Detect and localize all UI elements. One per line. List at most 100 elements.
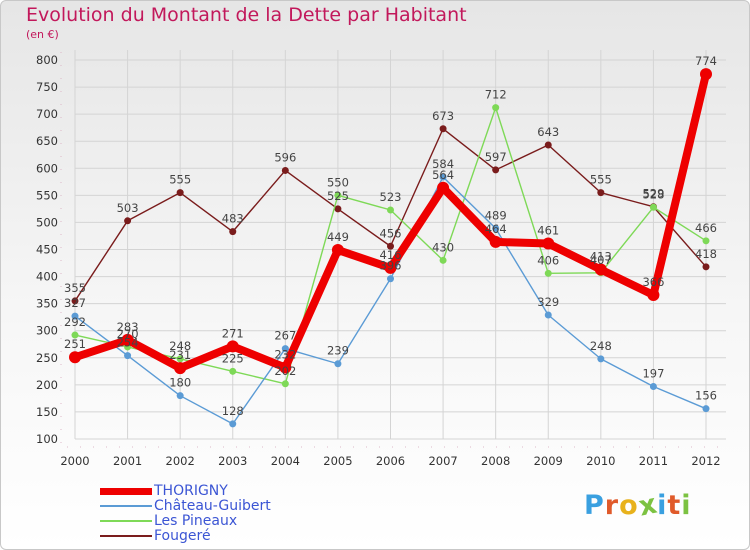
data-label: 503 xyxy=(117,201,139,215)
logo-letter: P xyxy=(584,490,605,521)
data-label: 407 xyxy=(590,253,612,267)
data-label: 596 xyxy=(274,150,296,164)
data-point xyxy=(69,351,81,364)
logo-letter: o xyxy=(619,490,639,521)
data-label: 430 xyxy=(432,240,454,254)
data-point xyxy=(702,237,710,245)
grid xyxy=(74,50,726,440)
data-label: 254 xyxy=(117,336,139,350)
data-point xyxy=(439,173,447,181)
x-tick-label: 2008 xyxy=(481,454,510,468)
data-point xyxy=(281,166,289,174)
legend-label: Château-Guibert xyxy=(154,498,271,514)
data-point xyxy=(700,68,712,81)
data-point xyxy=(492,104,500,112)
series-layer xyxy=(69,68,712,428)
data-label: 673 xyxy=(432,109,454,123)
data-label: 525 xyxy=(327,189,349,203)
y-tick-label: 150 xyxy=(36,405,58,419)
y-tick-label: 200 xyxy=(36,378,58,392)
unit-label: (en €) xyxy=(26,28,59,41)
data-point xyxy=(597,355,605,363)
data-label: 643 xyxy=(537,125,559,139)
data-point xyxy=(229,420,237,428)
data-label: 529 xyxy=(642,187,664,201)
legend-swatch xyxy=(100,487,152,495)
data-label: 128 xyxy=(222,404,244,418)
legend-label: THORIGNY xyxy=(154,483,228,499)
data-label: 232 xyxy=(274,348,296,362)
data-label: 416 xyxy=(380,248,402,262)
x-tick-label: 2010 xyxy=(586,454,615,468)
data-label: 248 xyxy=(169,339,191,353)
data-label: 329 xyxy=(537,295,559,309)
y-tick-label: 650 xyxy=(36,134,58,148)
data-point xyxy=(437,181,450,194)
data-label: 597 xyxy=(485,150,507,164)
x-tick-label: 2000 xyxy=(60,454,89,468)
y-tick-label: 100 xyxy=(36,432,58,446)
data-label: 528 xyxy=(642,187,664,201)
data-point xyxy=(334,205,342,213)
data-point xyxy=(174,362,187,375)
data-labels: 251 283 231 271 232 449 416 564 464 461 413 366 774 3… xyxy=(64,54,717,418)
logo-letter: i xyxy=(657,490,668,521)
data-label: 327 xyxy=(64,296,86,310)
data-point xyxy=(71,297,79,305)
data-point xyxy=(281,380,289,388)
data-point xyxy=(702,263,710,271)
data-label: 156 xyxy=(695,389,717,403)
data-point xyxy=(647,288,660,301)
data-label: 774 xyxy=(695,54,717,68)
y-tick-label: 800 xyxy=(36,53,58,67)
chart-title: Evolution du Montant de la Dette par Hab… xyxy=(26,4,467,26)
data-label: 202 xyxy=(274,364,296,378)
data-label: 270 xyxy=(117,327,139,341)
data-label: 251 xyxy=(64,337,86,351)
logo-letter: r xyxy=(604,490,620,521)
y-tick-label: 500 xyxy=(36,215,58,229)
legend-swatch xyxy=(100,535,152,537)
y-tick-label: 700 xyxy=(36,107,58,121)
data-point xyxy=(597,189,605,197)
data-point xyxy=(387,275,394,283)
data-point xyxy=(124,217,132,225)
logo-letter: t xyxy=(667,490,682,521)
x-tick-label: 2007 xyxy=(428,454,457,468)
data-point xyxy=(649,382,657,390)
data-point xyxy=(331,244,344,257)
data-point xyxy=(544,141,552,149)
legend-label: Les Pineaux xyxy=(154,513,238,529)
data-point xyxy=(542,237,555,250)
data-label: 248 xyxy=(590,339,612,353)
x-tick-label: 2009 xyxy=(534,454,563,468)
x-tick-label: 2011 xyxy=(639,454,668,468)
data-point xyxy=(229,228,237,236)
data-point xyxy=(176,189,184,197)
data-label: 231 xyxy=(169,348,191,362)
x-tick-label: 2002 xyxy=(166,454,195,468)
data-label: 523 xyxy=(380,190,402,204)
data-point xyxy=(544,269,552,277)
data-label: 466 xyxy=(695,221,717,235)
data-label: 271 xyxy=(222,326,244,340)
data-label: 461 xyxy=(537,224,559,238)
y-tick-label: 450 xyxy=(36,243,58,257)
data-point xyxy=(71,331,79,339)
data-label: 449 xyxy=(327,230,349,244)
y-tick-label: 400 xyxy=(36,270,58,284)
data-label: 180 xyxy=(169,376,191,390)
data-point xyxy=(124,352,132,360)
x-tick-label: 2003 xyxy=(218,454,247,468)
data-point xyxy=(71,312,79,320)
data-label: 225 xyxy=(222,351,244,365)
data-label: 555 xyxy=(590,173,612,187)
data-point xyxy=(439,125,447,133)
data-point xyxy=(492,166,500,174)
axes: 100 150 200 250 300 350 400 450 500 550 600 650 700 7… xyxy=(36,52,726,468)
x-tick-label: 2001 xyxy=(113,454,142,468)
legend-swatch xyxy=(100,505,152,507)
data-label: 489 xyxy=(485,208,507,222)
data-label: 292 xyxy=(64,315,86,329)
